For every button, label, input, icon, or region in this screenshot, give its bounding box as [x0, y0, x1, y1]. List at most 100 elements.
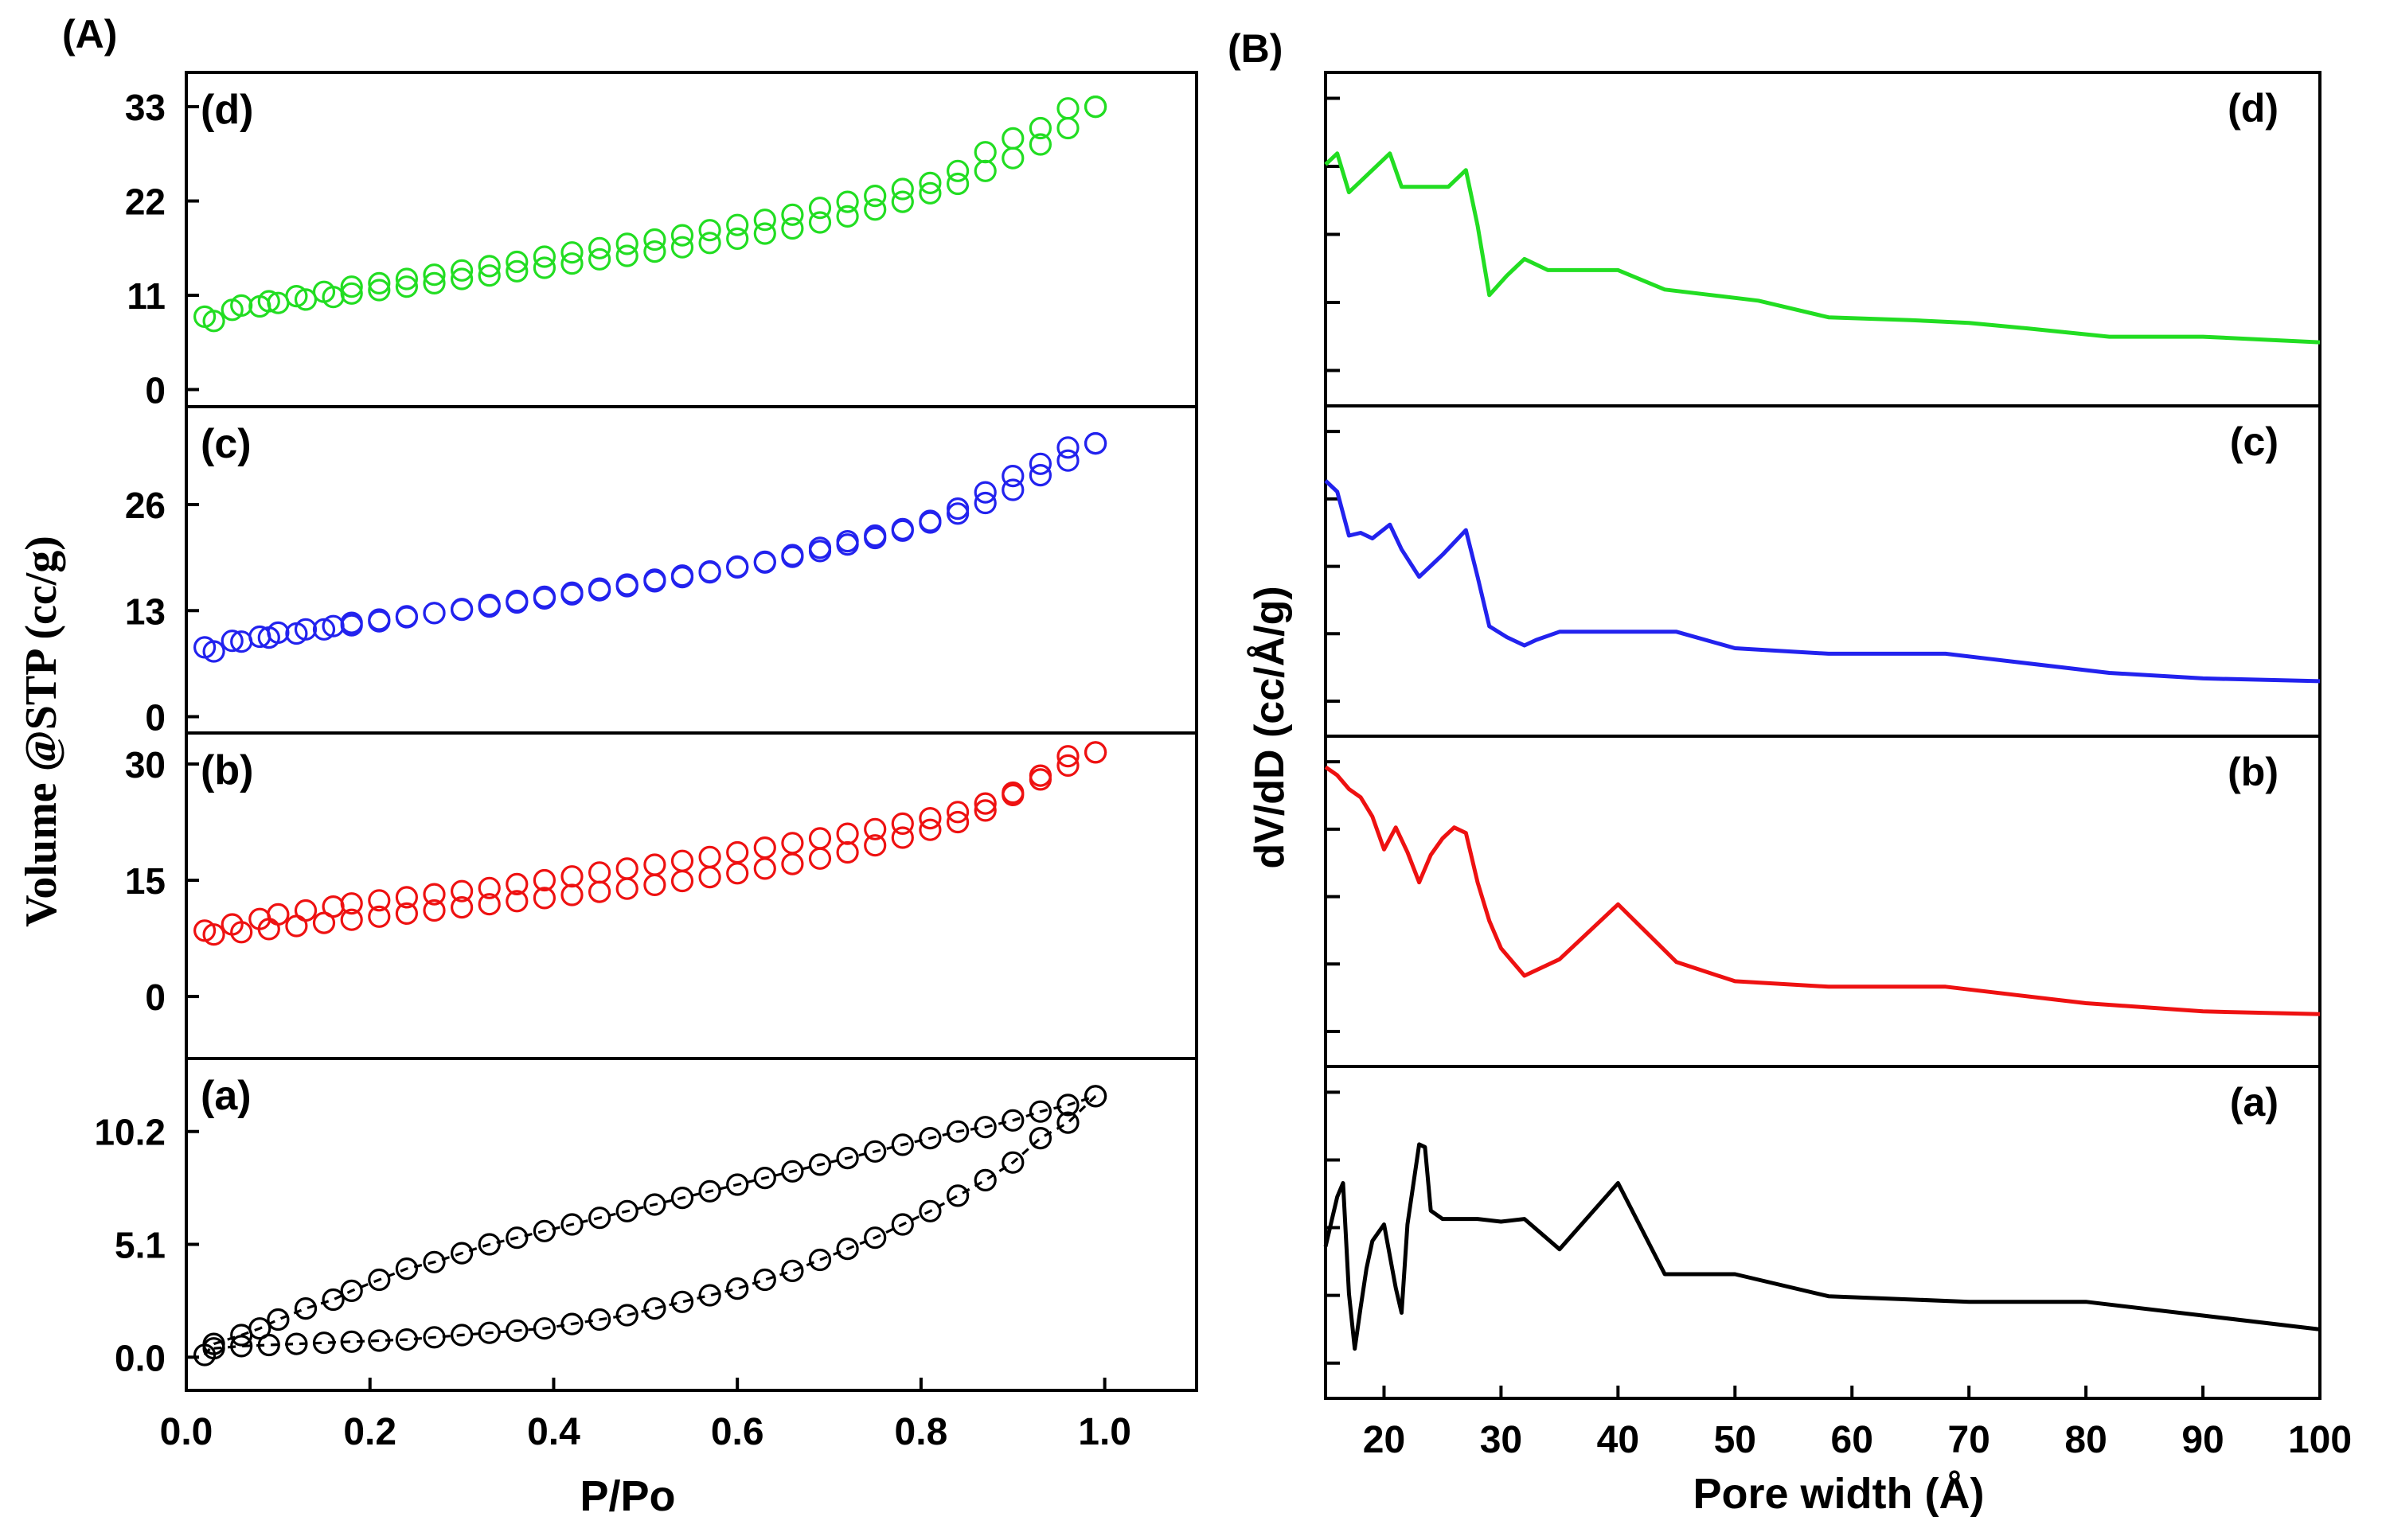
adsorption-point — [753, 222, 776, 245]
adsorption-point — [1056, 754, 1080, 778]
desorption-point — [1029, 116, 1052, 140]
figure-label-a: (A) — [62, 12, 117, 57]
psd-panel-a: (a) — [1323, 1065, 2321, 1400]
y-axis-title: Volume @STP (cc/g) — [17, 536, 66, 927]
adsorption-point — [615, 244, 638, 267]
panel-frame — [185, 731, 1198, 1060]
x-axis-title: P/Po — [580, 1472, 675, 1520]
adsorption-point — [560, 252, 584, 275]
adsorption-point — [450, 1242, 474, 1265]
x-tick-label: 50 — [1714, 1419, 1756, 1461]
panel-label: (d) — [201, 87, 253, 133]
desorption-point — [670, 564, 694, 587]
desorption-point — [919, 1199, 942, 1222]
desorption-point — [643, 228, 666, 251]
adsorption-point — [615, 857, 638, 880]
adsorption-point — [974, 792, 997, 815]
adsorption-point — [506, 872, 529, 896]
desorption-point — [560, 241, 584, 264]
adsorption-point — [670, 849, 694, 872]
panel-label: (b) — [201, 747, 253, 793]
desorption-point — [588, 880, 611, 903]
desorption-point — [340, 275, 363, 298]
desorption-point — [395, 606, 418, 629]
desorption-point — [257, 626, 280, 649]
desorption-point — [726, 555, 749, 579]
adsorption-point — [781, 1160, 804, 1183]
adsorption-point — [891, 812, 914, 836]
desorption-point — [919, 171, 942, 194]
y-tick-label: 0 — [145, 977, 166, 1018]
desorption-point — [946, 1184, 970, 1207]
adsorption-point — [1002, 146, 1025, 170]
desorption-point — [808, 847, 832, 870]
y-tick-label: 0.0 — [115, 1337, 166, 1378]
desorption-point — [395, 1328, 418, 1351]
adsorption-point — [395, 1257, 418, 1281]
desorption-point — [560, 1312, 584, 1335]
adsorption-point — [267, 903, 290, 926]
desorption-point — [974, 799, 997, 822]
adsorption-point — [643, 240, 666, 263]
desorption-point — [753, 550, 776, 573]
desorption-point — [753, 1268, 776, 1292]
desorption-point — [946, 810, 970, 834]
desorption-point — [1084, 96, 1107, 119]
desorption-point — [533, 245, 556, 268]
adsorption-point — [450, 267, 474, 290]
adsorption-point — [1056, 449, 1080, 472]
desorption-point — [1029, 764, 1052, 787]
adsorption-point — [864, 198, 887, 221]
desorption-point — [368, 610, 391, 633]
desorption-point — [781, 544, 804, 567]
desorption-point — [753, 209, 776, 232]
desorption-point — [450, 598, 474, 621]
adsorption-point — [836, 822, 859, 845]
desorption-point — [478, 1321, 501, 1344]
desorption-point — [1056, 1111, 1080, 1134]
adsorption-point — [1029, 463, 1052, 487]
desorption-point — [450, 1324, 474, 1347]
desorption-point — [615, 877, 638, 900]
desorption-point — [891, 826, 914, 849]
desorption-point — [230, 630, 253, 653]
desorption-point — [1084, 1085, 1107, 1108]
desorption-point — [1084, 741, 1107, 764]
desorption-point — [312, 280, 336, 303]
desorption-point — [946, 497, 970, 520]
adsorption-point — [974, 491, 997, 515]
adsorption-point — [368, 889, 391, 912]
desorption-point — [1084, 431, 1107, 455]
desorption-point — [836, 840, 859, 864]
desorption-point — [643, 568, 666, 591]
desorption-point — [285, 622, 308, 645]
desorption-point — [1056, 436, 1080, 459]
adsorption-point — [1029, 133, 1052, 156]
desorption-point — [423, 899, 446, 922]
adsorption-point — [450, 879, 474, 903]
x-tick-label: 0.8 — [895, 1411, 948, 1453]
desorption-point — [506, 890, 529, 913]
desorption-point — [919, 509, 942, 532]
adsorption-point — [781, 216, 804, 240]
panel-label: (a) — [201, 1073, 252, 1119]
isotherm-panel-a: 0.0 5.1 10.2 (a) — [94, 1057, 1198, 1392]
desorption-point — [506, 1319, 529, 1343]
adsorption-point — [946, 502, 970, 525]
desorption-point — [698, 559, 721, 583]
adsorption-point — [919, 181, 942, 205]
desorption-point — [670, 1290, 694, 1313]
adsorption-point — [506, 259, 529, 283]
desorption-point — [753, 857, 776, 880]
desorption-point — [312, 911, 336, 934]
desorption-point — [864, 185, 887, 208]
adsorption-point — [781, 832, 804, 855]
desorption-point — [1029, 452, 1052, 475]
desorption-point — [864, 834, 887, 857]
desorption-point — [257, 1333, 280, 1357]
adsorption-point — [753, 1166, 776, 1190]
desorption-point — [423, 263, 446, 287]
desorption-point — [533, 1317, 556, 1340]
desorption-point — [781, 203, 804, 226]
desorption-point — [312, 1331, 336, 1355]
